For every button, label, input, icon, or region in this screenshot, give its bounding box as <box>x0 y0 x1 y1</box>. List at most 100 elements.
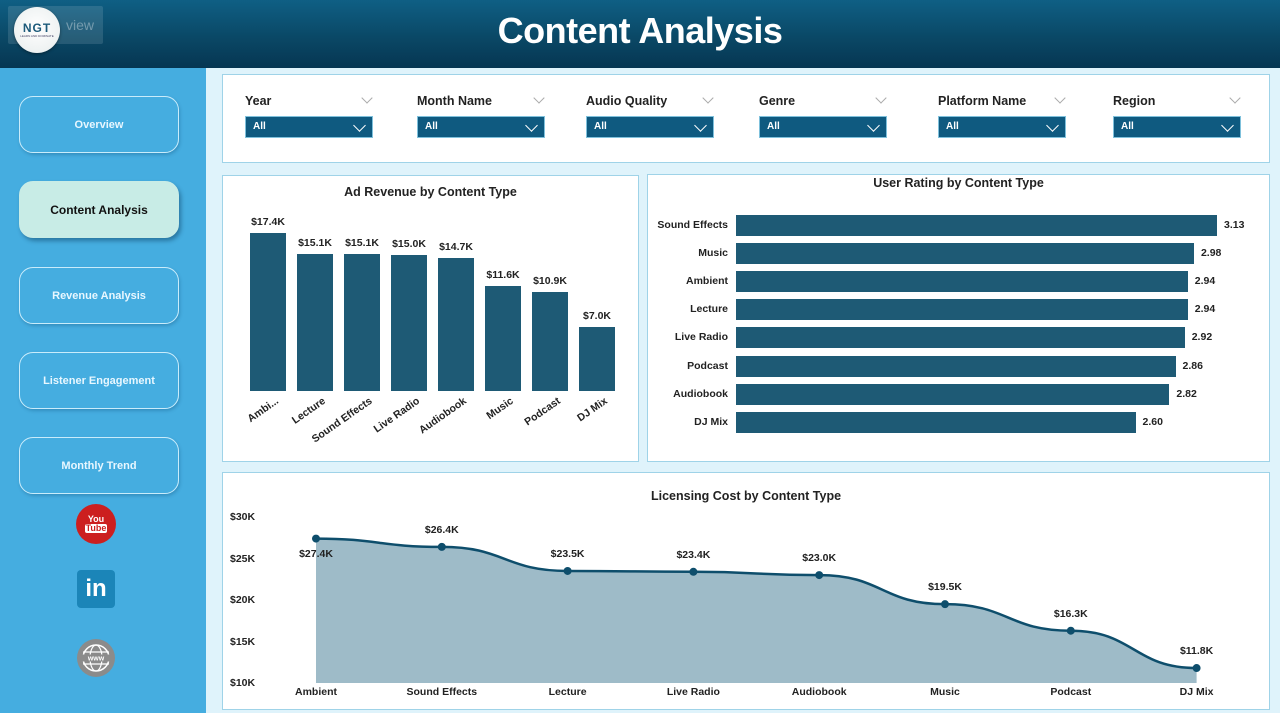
bar[interactable] <box>736 271 1188 293</box>
x-axis-category: Podcast <box>1050 686 1092 698</box>
bar[interactable] <box>579 327 615 391</box>
bar[interactable] <box>438 257 474 391</box>
bar[interactable] <box>736 411 1136 433</box>
bar[interactable] <box>736 383 1170 405</box>
filter-month-name: Month Name All <box>417 91 545 138</box>
nav-label: Content Analysis <box>50 202 148 217</box>
youtube-text: You <box>87 514 105 524</box>
category-label: Sound Effects <box>657 219 728 231</box>
chevron-down-icon <box>1046 119 1059 132</box>
data-label: $23.4K <box>676 548 711 561</box>
chevron-down-icon <box>694 119 707 132</box>
filter-value: All <box>425 121 438 132</box>
bar[interactable] <box>391 254 427 391</box>
sidebar: Overview Content Analysis Revenue Analys… <box>0 68 206 713</box>
data-label: $27.4K <box>299 547 333 560</box>
data-point[interactable] <box>312 534 320 543</box>
data-label: $16.3K <box>1053 607 1088 620</box>
logo-tagline: LEARN AND DOMINATE <box>20 34 54 38</box>
category-label: Music <box>484 395 516 422</box>
x-axis-category: Live Radio <box>666 686 720 698</box>
category-label: Audiobook <box>673 387 728 400</box>
chevron-down-icon <box>525 119 538 132</box>
filter-year-dropdown[interactable]: All <box>245 116 373 138</box>
x-axis-category: DJ Mix <box>1179 686 1214 698</box>
linkedin-text: in <box>85 575 107 602</box>
data-label: $15.0K <box>392 237 426 250</box>
chart-title: User Rating by Content Type <box>873 176 1044 190</box>
nav-listener-engagement-button[interactable]: Listener Engagement <box>19 352 179 409</box>
bar[interactable] <box>736 243 1194 265</box>
filter-label: Month Name <box>417 94 492 108</box>
category-label: Podcast <box>522 395 563 429</box>
data-point[interactable] <box>689 567 698 576</box>
nav-monthly-trend-button[interactable]: Monthly Trend <box>19 437 179 494</box>
page-title: Content Analysis <box>497 10 783 51</box>
nav-revenue-analysis-button[interactable]: Revenue Analysis <box>19 267 179 324</box>
bar[interactable] <box>532 292 568 391</box>
chevron-down-icon <box>867 119 880 132</box>
category-label: Live Radio <box>674 331 728 344</box>
bar[interactable] <box>736 215 1217 236</box>
filter-month-name-dropdown[interactable]: All <box>417 116 545 138</box>
bar[interactable] <box>736 327 1185 349</box>
bar[interactable] <box>736 355 1176 377</box>
filter-value: All <box>1121 121 1134 132</box>
youtube-icon[interactable]: You Tube <box>76 504 116 544</box>
user-rating-chart: User Rating by Content Type Sound Effect… <box>647 174 1270 462</box>
data-label: $7.0K <box>582 310 612 323</box>
category-label: DJ Mix <box>694 415 728 428</box>
filter-platform-name-dropdown[interactable]: All <box>938 116 1066 138</box>
data-point[interactable] <box>1192 664 1201 673</box>
data-label: 2.86 <box>1182 359 1203 372</box>
filter-audio-quality: Audio Quality All <box>586 91 714 138</box>
data-label: $23.5K <box>550 547 585 560</box>
nav-content-analysis-button[interactable]: Content Analysis <box>19 181 179 238</box>
x-axis-category: Ambient <box>295 686 337 698</box>
category-label: Ambient <box>686 275 728 288</box>
data-label: 2.92 <box>1191 331 1213 344</box>
filter-label: Year <box>245 94 272 108</box>
filter-region-dropdown[interactable]: All <box>1113 116 1241 138</box>
data-label: 2.94 <box>1194 303 1216 316</box>
data-label: $15.1K <box>345 236 379 249</box>
filters-panel: Year All Month Name All Audio Quality Al… <box>222 74 1270 163</box>
nav-label: Listener Engagement <box>43 374 155 387</box>
data-label: 2.94 <box>1194 275 1216 288</box>
nav-overview-button[interactable]: Overview <box>19 96 179 153</box>
filter-year: Year All <box>245 91 373 138</box>
globe-glyph: www <box>81 644 111 672</box>
data-point[interactable] <box>563 566 572 575</box>
globe-www-icon[interactable]: www <box>77 639 115 677</box>
bar[interactable] <box>485 285 521 391</box>
nav-label: Revenue Analysis <box>52 289 146 302</box>
data-label: $17.4K <box>251 216 285 228</box>
licensing-cost-chart: Licensing Cost by Content Type $30K $25K $… <box>222 472 1270 710</box>
company-logo[interactable]: NGT LEARN AND DOMINATE <box>14 7 60 53</box>
bar[interactable] <box>344 253 380 391</box>
chevron-down-icon <box>353 119 366 132</box>
category-label: Lecture <box>690 303 728 316</box>
header-bar: NGT LEARN AND DOMINATE view Content Anal… <box>0 0 1280 68</box>
data-point[interactable] <box>941 600 949 609</box>
bar[interactable] <box>297 253 333 391</box>
data-point[interactable] <box>815 571 824 580</box>
data-point[interactable] <box>437 542 446 551</box>
data-point[interactable] <box>1066 626 1075 635</box>
data-label: 2.82 <box>1176 387 1197 400</box>
filter-audio-quality-dropdown[interactable]: All <box>586 116 714 138</box>
y-axis-tick: $15K <box>230 635 256 648</box>
bar[interactable] <box>250 233 286 391</box>
nav-label: Overview <box>74 118 124 131</box>
filter-platform-name: Platform Name All <box>938 91 1066 138</box>
data-label: 3.13 <box>1224 219 1245 231</box>
filter-genre-dropdown[interactable]: All <box>759 116 887 138</box>
linkedin-icon[interactable]: in <box>77 570 115 608</box>
data-label: 2.98 <box>1200 247 1222 260</box>
y-axis-tick: $30K <box>230 511 256 523</box>
data-label: 2.60 <box>1142 415 1163 428</box>
youtube-tube-text: Tube <box>84 523 108 533</box>
filter-genre: Genre All <box>759 91 887 138</box>
bar[interactable] <box>736 299 1188 321</box>
filter-label: Region <box>1113 94 1156 108</box>
